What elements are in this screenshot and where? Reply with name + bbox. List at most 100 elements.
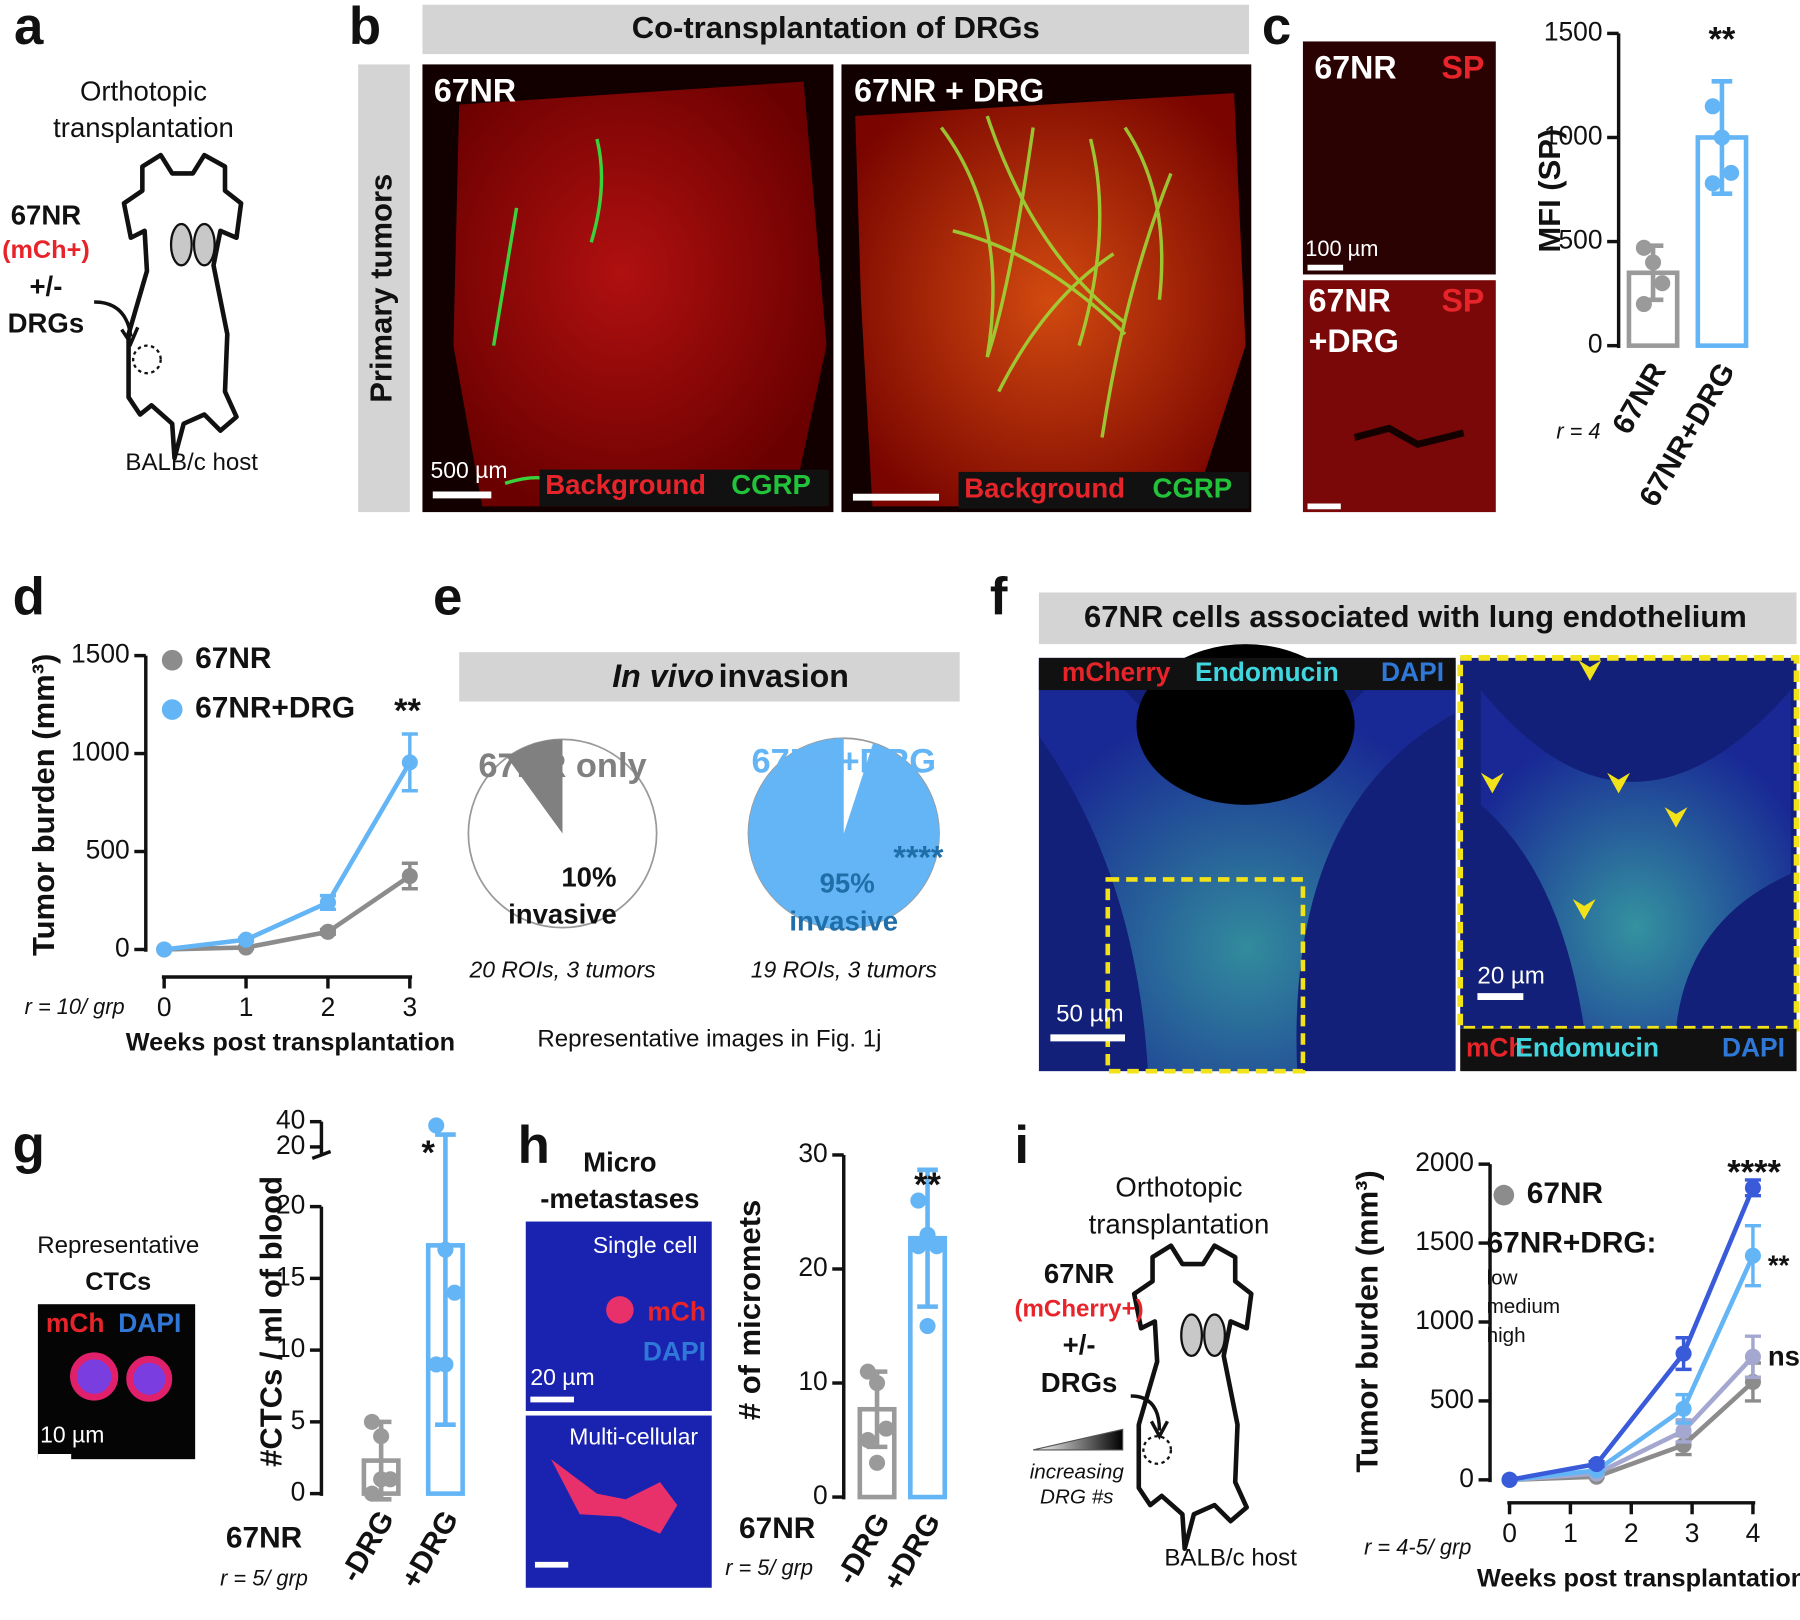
image-title: 67NR [1309,283,1391,319]
significance: ns [1768,1340,1800,1371]
group-label: 67NR [226,1521,302,1554]
label: 67NR [1044,1258,1115,1289]
scale-label: 500 µm [430,457,507,483]
label: CGRP [1153,473,1233,504]
legend-marker [161,649,183,671]
vessel [1038,661,1456,1072]
data-point [437,1241,454,1258]
data-point [319,894,336,911]
label: Single cell [593,1232,698,1258]
label: Endomucin [1195,657,1339,687]
y-tick-label: 30 [798,1138,827,1168]
data-point [878,1420,895,1437]
y-tick-label: 20 [276,1130,305,1160]
data-point [238,931,255,948]
series-line [1509,1186,1756,1483]
label: Endomucin [1515,1032,1659,1062]
data-point [1675,1345,1692,1362]
data-point [910,1192,927,1209]
x-axis-label: Weeks post transplantation [126,1028,455,1056]
data-point [373,1471,390,1488]
y-tick-label: 40 [276,1105,305,1135]
data-point [401,754,418,771]
data-point [1501,1471,1518,1488]
x-tick-label: -DRG [334,1505,401,1588]
image-title: 67NR [1314,50,1396,86]
label: BALB/c host [125,449,258,476]
x-tick-label: 1 [1563,1518,1578,1548]
data-point [428,1117,445,1134]
value-label: invasive [508,898,617,929]
pie-title: 67NR only [478,747,646,785]
value-label: invasive [789,905,898,936]
note: r = 4 [1556,419,1600,444]
legend-label: medium [1487,1295,1560,1318]
data-point [1635,239,1652,256]
cell-cluster [551,1459,678,1534]
series-line [1509,1254,1756,1483]
x-axis-label: Weeks post transplantation [1477,1564,1800,1592]
panel-header: In vivo [612,658,714,694]
y-tick-label: 500 [86,834,130,864]
y-tick-label: 1000 [1415,1305,1474,1335]
data-point [1675,1422,1692,1439]
y-tick-label: 1500 [71,639,130,669]
x-tick-label: 3 [1685,1518,1700,1548]
image-title: 67NR + DRG [854,73,1044,109]
y-tick-label: 500 [1430,1384,1474,1414]
label: DAPI [1722,1032,1785,1062]
x-tick-label: 67NR [1606,357,1673,440]
inset-border [1457,655,1800,1032]
diagram-title: Orthotopic [80,75,207,106]
group-label: 67NR [739,1512,815,1545]
significance: ** [394,692,421,730]
scale-label: 20 µm [530,1364,594,1390]
scale-label: 50 µm [1056,1000,1123,1027]
note: r = 5/ grp [220,1565,308,1590]
side-bar [358,64,410,513]
y-tick-label: 15 [276,1261,305,1291]
tumor [453,81,827,507]
x-tick-label: 2 [321,992,336,1022]
label: Background [964,473,1125,504]
data-point [859,1363,876,1380]
label: mCh [46,1308,105,1338]
data-point [1744,1179,1761,1196]
data-point [373,1428,390,1445]
arrowhead-marker [1572,898,1596,920]
data-point [869,1374,886,1392]
panel-letter: a [14,0,44,56]
y-tick-label: 0 [115,932,130,962]
data-point [319,923,336,940]
header-bar [1038,592,1797,645]
y-tick-label: 1500 [1544,16,1603,46]
panel-letter: c [1262,0,1291,56]
label: CGRP [731,469,811,500]
header-bar [422,4,1249,55]
arrowhead-marker [1578,660,1602,681]
data-point [437,1356,454,1373]
mouse-diagram [124,155,241,458]
inset-box [1105,877,1306,1074]
data-point [1744,1348,1761,1365]
texture [1353,424,1465,449]
label: CTCs [85,1268,151,1296]
x-tick-label: 3 [402,992,417,1022]
data-point [1654,275,1671,292]
arrow-head [120,326,140,347]
data-point [910,1238,927,1255]
legend-label: 67NR [195,642,271,675]
label: (mCherry+) [1014,1295,1143,1322]
label: increasing [1030,1460,1125,1483]
label: +/- [1063,1329,1096,1360]
axis-break [311,1149,332,1161]
y-axis-label: #CTCs / ml of blood [253,1176,288,1467]
arrow [1130,1394,1162,1431]
y-tick-label: 5 [291,1405,306,1435]
cell [70,1352,119,1401]
y-tick-label: 0 [1588,329,1603,359]
data-point [1704,98,1721,115]
y-tick-label: 20 [276,1190,305,1220]
note: 19 ROIs, 3 tumors [751,956,937,982]
